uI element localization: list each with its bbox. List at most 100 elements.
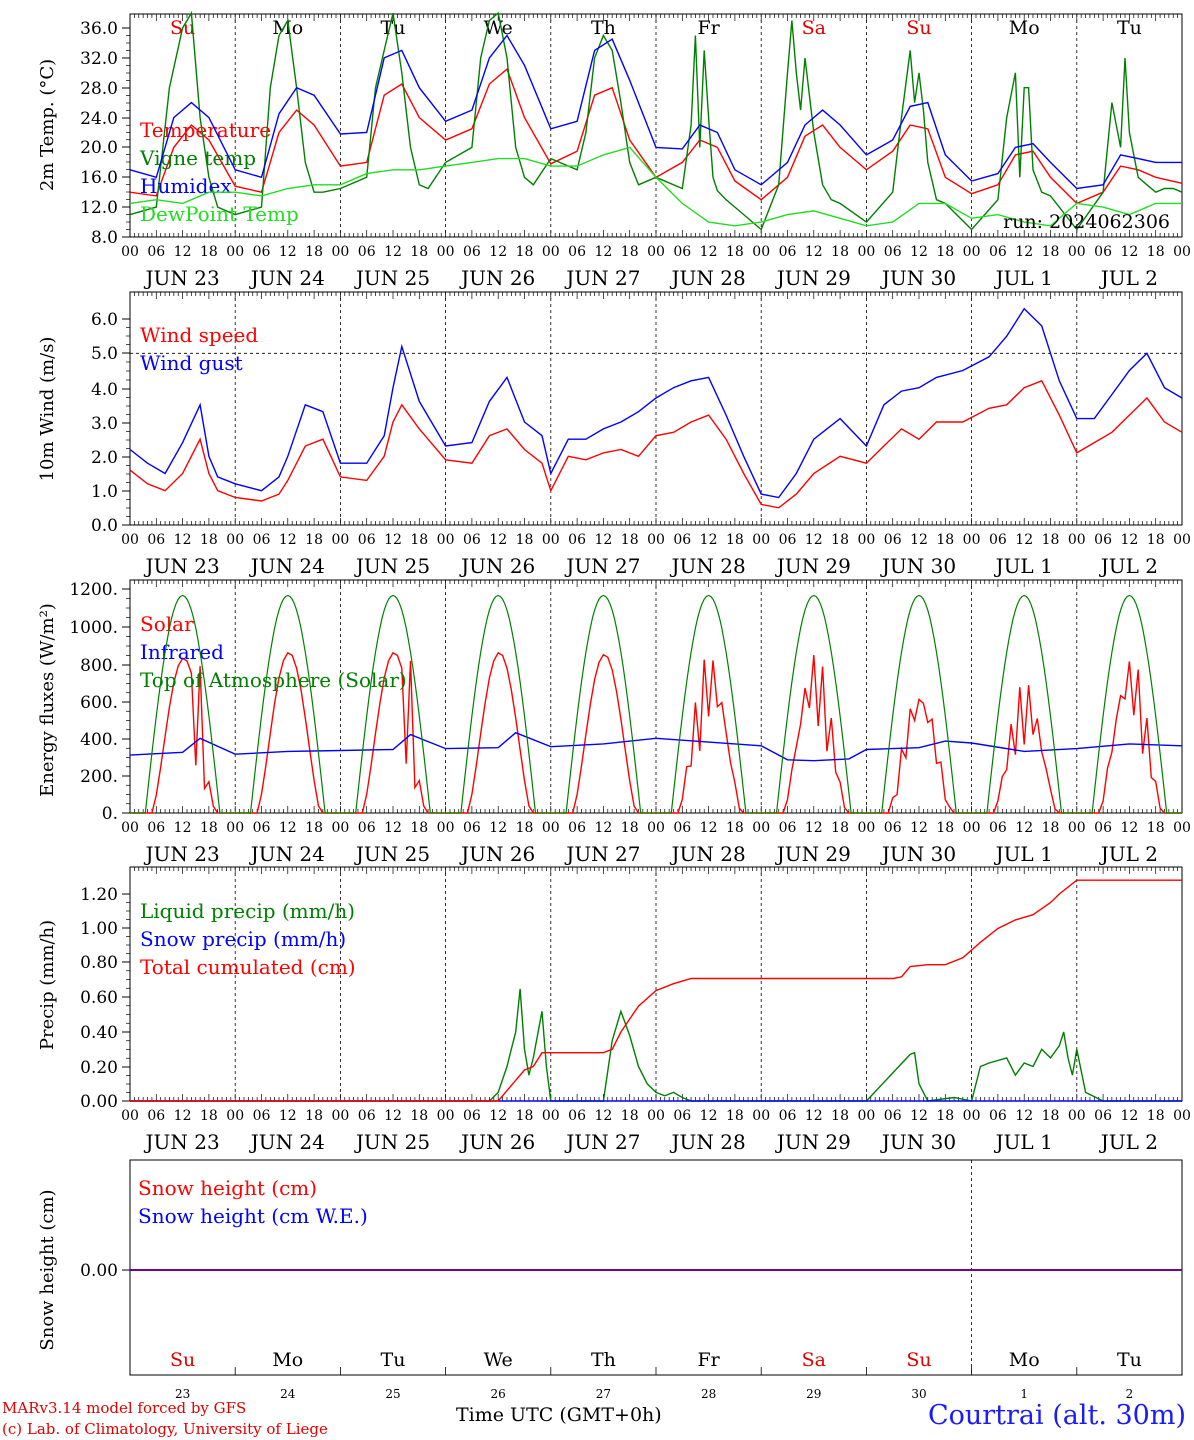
hour-tick-label: 18 [726,532,744,548]
hour-tick-label: 00 [121,244,139,260]
day-name-label: Fr [697,17,720,39]
hour-tick-label: 12 [174,244,192,260]
day-name-label: We [484,1349,513,1371]
hour-tick-label: 18 [410,244,428,260]
hour-tick-label: 06 [463,820,481,836]
hour-tick-label: 06 [463,1108,481,1124]
hour-tick-label: 06 [779,532,797,548]
day-number-label: 2 [1126,1387,1134,1401]
hour-tick-label: 12 [594,532,612,548]
day-name-label: Sa [802,17,826,39]
series-total-cumulated-cm [130,879,1182,1102]
legend-entry: Snow height (cm) [138,1176,317,1200]
hour-tick-label: 18 [516,1108,534,1124]
hour-tick-label: 18 [936,1108,954,1124]
date-label: JUN 27 [564,1130,640,1154]
hour-tick-label: 18 [410,532,428,548]
day-name-label: Su [906,1349,931,1371]
hour-tick-label: 12 [910,244,928,260]
y-tick-label: 28.0 [80,79,118,99]
y-tick-label: 800. [80,656,118,676]
hour-tick-label: 12 [805,820,823,836]
date-label: JUN 25 [354,266,430,290]
day-name-label: Mo [272,1349,303,1371]
date-label: JUN 23 [144,1130,220,1154]
date-label: JUN 28 [670,554,746,578]
hour-tick-label: 12 [489,244,507,260]
day-name-label: Su [170,1349,195,1371]
date-label: JUN 27 [564,266,640,290]
hour-tick-label: 12 [174,1108,192,1124]
hour-tick-label: 18 [936,532,954,548]
hour-tick-label: 06 [1094,1108,1112,1124]
date-label: JUL 1 [994,842,1053,866]
date-label: JUL 2 [1099,266,1158,290]
hour-tick-label: 12 [1120,532,1138,548]
hour-tick-label: 00 [1173,244,1191,260]
y-tick-label: 0.0 [91,516,118,536]
hour-tick-label: 00 [437,244,455,260]
date-label: JUN 29 [775,266,851,290]
y-tick-label: 400. [80,730,118,750]
hour-tick-label: 06 [989,532,1007,548]
hour-tick-label: 12 [805,1108,823,1124]
hour-tick-label: 06 [568,532,586,548]
hour-tick-label: 12 [489,820,507,836]
date-label: JUN 28 [670,1130,746,1154]
hour-tick-label: 00 [647,244,665,260]
hour-tick-label: 12 [1120,1108,1138,1124]
date-label: JUN 29 [775,842,851,866]
hour-tick-label: 00 [226,820,244,836]
hour-tick-label: 12 [700,1108,718,1124]
hour-tick-label: 18 [516,532,534,548]
series-dewpoint-temp [129,146,1182,227]
hour-tick-label: 18 [831,244,849,260]
hour-tick-label: 12 [174,532,192,548]
date-label: JUL 2 [1099,842,1158,866]
hour-tick-label: 00 [1068,532,1086,548]
hour-tick-label: 06 [358,1108,376,1124]
hour-tick-label: 12 [174,820,192,836]
day-name-label: Th [591,1349,616,1371]
hour-tick-label: 06 [884,1108,902,1124]
hour-tick-label: 18 [726,820,744,836]
date-label: JUN 29 [775,1130,851,1154]
hour-tick-label: 00 [226,532,244,548]
date-label: JUN 29 [775,554,851,578]
day-name-label: Su [906,17,931,39]
hour-tick-label: 06 [1094,532,1112,548]
date-label: JUN 24 [249,554,325,578]
y-tick-label: 6.0 [91,310,118,330]
day-number-label: 23 [175,1387,190,1401]
legend-entry: Infrared [140,640,224,664]
hour-tick-label: 06 [253,820,271,836]
hour-tick-label: 06 [779,244,797,260]
legend-entry: Solar [140,612,194,636]
y-tick-label: 2.0 [91,448,118,468]
panel-2: 0.0 1.0 2.0 3.0 4.0 5.0 6.0 10m Wind (m/s) 00 06 1… [37,291,1191,578]
date-label: JUN 25 [354,842,430,866]
hour-tick-label: 12 [1015,532,1033,548]
day-name-label: We [484,17,513,39]
day-name-label: Th [591,17,616,39]
hour-tick-label: 18 [1147,244,1165,260]
day-name-label: Tu [381,1349,406,1371]
y-tick-label: 0.80 [80,953,118,973]
hour-tick-label: 18 [831,532,849,548]
hour-tick-label: 06 [884,532,902,548]
date-label: JUN 24 [249,266,325,290]
y-tick-label: 32.0 [80,49,118,69]
hour-tick-label: 18 [831,820,849,836]
series-infrared [129,731,1183,762]
hour-tick-label: 12 [1015,244,1033,260]
hour-tick-label: 06 [568,820,586,836]
hour-tick-label: 06 [147,1108,165,1124]
hour-tick-label: 06 [673,532,691,548]
hour-tick-label: 18 [1147,532,1165,548]
date-label: JUN 27 [564,554,640,578]
day-name-label: Sa [802,1349,826,1371]
date-label: JUN 26 [459,554,535,578]
hour-tick-label: 06 [147,532,165,548]
hour-tick-label: 06 [253,532,271,548]
hour-tick-label: 00 [963,532,981,548]
